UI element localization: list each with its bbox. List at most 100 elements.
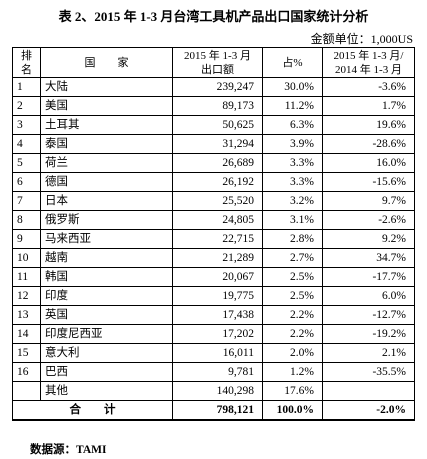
cell: 26,689 [172,153,263,173]
cell: 89,173 [172,96,263,116]
cell: 16 [12,362,41,382]
cell: 3.2% [262,191,323,211]
table-row: 其他 140,298 17.6% [12,381,415,401]
cell: 10 [12,248,41,268]
cell: 1 [12,77,41,97]
cell: 越南 [40,248,173,268]
cell: 6.3% [262,115,323,135]
cell: 798,121 [172,400,263,421]
cell: 巴西 [40,362,173,382]
cell: 泰国 [40,134,173,154]
cell: 美国 [40,96,173,116]
cell: 2.8% [262,229,323,249]
cell: 50,625 [172,115,263,135]
cell: 34.7% [322,248,415,268]
table-row: 4 泰国 31,294 3.9% -28.6% [12,134,415,154]
source: 数据源：TAMI [30,444,107,456]
cell: 4 [12,134,41,154]
cell: 日本 [40,191,173,211]
cell: 11.2% [262,96,323,116]
cell: -35.5% [322,362,415,382]
cell: 17,202 [172,324,263,344]
cell: 2.2% [262,324,323,344]
cell: 6.0% [322,286,415,306]
cell: 8 [12,210,41,230]
table-row: 11 韩国 20,067 2.5% -17.7% [12,267,415,287]
cell: 7 [12,191,41,211]
title: 表 2、2015 年 1-3 月台湾工具机产品出口国家统计分析 [58,9,369,24]
column-header: 占% [262,47,323,78]
cell: 2 [12,96,41,116]
cell: 荷兰 [40,153,173,173]
cell: 24,805 [172,210,263,230]
cell: 1.7% [322,96,415,116]
cell: 3.3% [262,172,323,192]
table-row: 14 印度尼西亚 17,202 2.2% -19.2% [12,324,415,344]
cell: 3.1% [262,210,323,230]
cell: 9.2% [322,229,415,249]
cell: -2.0% [322,400,415,421]
cell: 马来西亚 [40,229,173,249]
column-header: 国 家 [40,47,173,78]
cell: 17.6% [262,381,323,401]
cell: 2.5% [262,267,323,287]
header-line: 国 家 [84,56,129,69]
header-line: 2014 年 1-3 月 [335,63,402,76]
cell: 3.3% [262,153,323,173]
cell: 6 [12,172,41,192]
header-line: 出口额 [201,63,234,76]
cell: 意大利 [40,343,173,363]
table-row: 9 马来西亚 22,715 2.8% 9.2% [12,229,415,249]
cell: 11 [12,267,41,287]
cell: 3.9% [262,134,323,154]
table-row: 5 荷兰 26,689 3.3% 16.0% [12,153,415,173]
cell: 9 [12,229,41,249]
cell: 英国 [40,305,173,325]
header-line: 2015 年 1-3 月/ [333,49,404,62]
cell: -3.6% [322,77,415,97]
cell: 19.6% [322,115,415,135]
cell: 印度 [40,286,173,306]
cell: -15.6% [322,172,415,192]
cell: 19,775 [172,286,263,306]
header-line: 排 [21,49,32,62]
table: 排名 国 家 2015 年 1-3 月出口额 占% 2015 年 1-3 月/2014 … [12,47,415,421]
cell: -28.6% [322,134,415,154]
cell [12,381,41,401]
column-header: 2015 年 1-3 月出口额 [172,47,263,78]
cell: 140,298 [172,381,263,401]
cell: 2.0% [262,343,323,363]
table-row: 15 意大利 16,011 2.0% 2.1% [12,343,415,363]
header-line: 名 [21,63,32,76]
table-row: 8 俄罗斯 24,805 3.1% -2.6% [12,210,415,230]
table-row: 2 美国 89,173 11.2% 1.7% [12,96,415,116]
cell: 30.0% [262,77,323,97]
cell: 9,781 [172,362,263,382]
cell: 其他 [40,381,173,401]
header-line: 占% [282,56,303,69]
cell: 德国 [40,172,173,192]
cell: -19.2% [322,324,415,344]
table-row: 10 越南 21,289 2.7% 34.7% [12,248,415,268]
table-row: 12 印度 19,775 2.5% 6.0% [12,286,415,306]
cell: 239,247 [172,77,263,97]
cell: 1.2% [262,362,323,382]
cell: 5 [12,153,41,173]
cell: 韩国 [40,267,173,287]
cell: 26,192 [172,172,263,192]
column-header: 2015 年 1-3 月/2014 年 1-3 月 [322,47,415,78]
cell: 17,438 [172,305,263,325]
cell: 2.5% [262,286,323,306]
cell: 15 [12,343,41,363]
header-line: 2015 年 1-3 月 [184,49,251,62]
cell: 3 [12,115,41,135]
unit: 金额单位：1,000US [310,32,413,46]
cell: -12.7% [322,305,415,325]
cell: 2.2% [262,305,323,325]
cell: 25,520 [172,191,263,211]
cell: 2.1% [322,343,415,363]
cell: 13 [12,305,41,325]
cell: 16.0% [322,153,415,173]
cell: -2.6% [322,210,415,230]
